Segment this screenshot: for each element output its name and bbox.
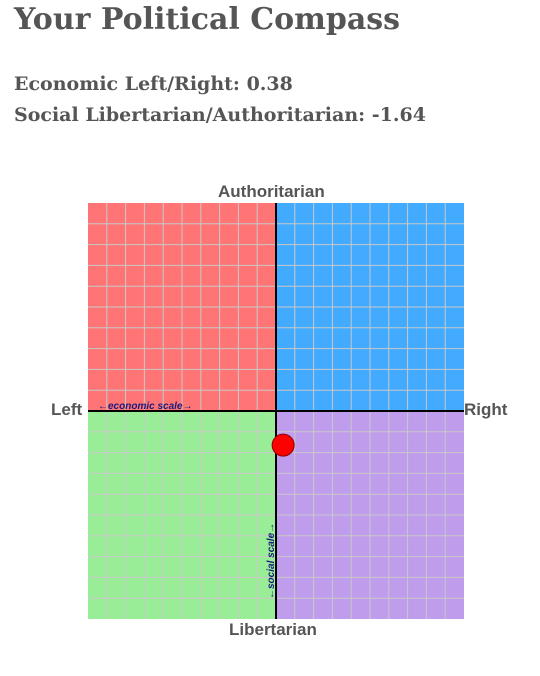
authoritarian-label: Authoritarian (218, 182, 325, 201)
right-label: Right (464, 400, 508, 419)
economic-scale-label: ←economic scale→ (98, 401, 192, 412)
left-label: Left (51, 400, 83, 419)
social-scale-label: ←social scale→ (266, 523, 277, 599)
social-score: Social Libertarian/Authoritarian: -1.64 (14, 104, 426, 126)
position-marker (271, 433, 295, 457)
page-title: Your Political Compass (14, 2, 401, 37)
economic-score: Economic Left/Right: 0.38 (14, 73, 293, 95)
libertarian-label: Libertarian (229, 620, 317, 639)
political-compass-chart: ←economic scale→ ←social scale→ (88, 203, 464, 619)
